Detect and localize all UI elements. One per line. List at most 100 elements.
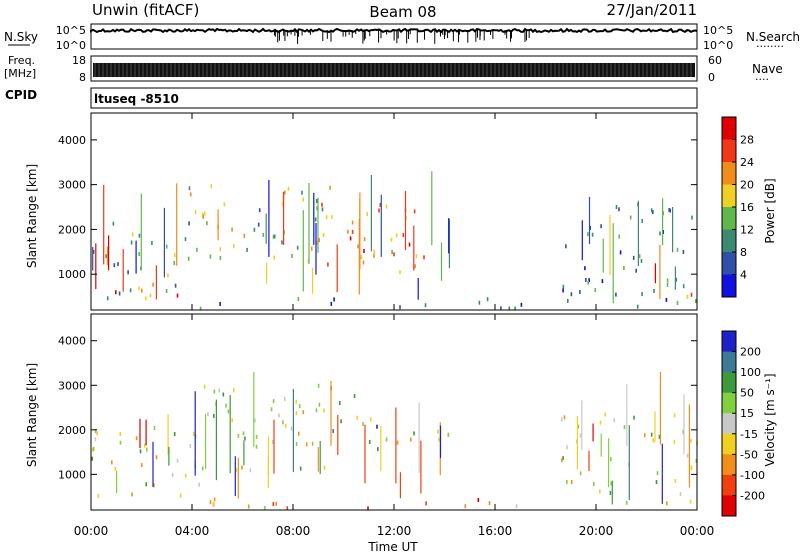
range-cell: [242, 431, 245, 436]
range-cell: [567, 299, 569, 303]
range-cell: [188, 186, 191, 191]
range-cell: [662, 230, 664, 234]
range-cell: [690, 466, 693, 471]
range-cell: [636, 304, 639, 309]
range-cell: [296, 245, 299, 250]
range-cell: [278, 413, 280, 418]
nave-tick-top: 60: [708, 54, 722, 67]
range-cell: [668, 208, 670, 212]
range-cell: [91, 447, 94, 452]
range-cell: [600, 224, 602, 229]
range-cell: [97, 494, 100, 498]
range-cell: [92, 249, 95, 254]
range-cell: [231, 227, 233, 232]
colorbar-swatch: [722, 139, 736, 163]
range-cell: [562, 456, 564, 461]
range-cell: [351, 220, 354, 225]
range-cell: [115, 290, 117, 295]
velocity-colorbar: 200 100 50 15 -15 -50 -100 -200: [721, 330, 765, 517]
range-cell: [146, 447, 148, 452]
range-cell: [690, 292, 693, 297]
range-cell: [189, 192, 192, 197]
range-cell: [311, 441, 314, 446]
range-cell: [209, 254, 212, 259]
range-cell: [666, 501, 668, 506]
range-cell: [690, 438, 692, 443]
range-cell: [184, 237, 187, 242]
range-cell: [298, 404, 301, 409]
y-tick-label: 1000: [58, 468, 86, 481]
velocity-panel-frame: [90, 313, 698, 511]
range-cell: [570, 292, 573, 297]
range-cell: [106, 296, 109, 301]
range-cell: [373, 253, 375, 258]
y-tick-label: 3000: [58, 179, 86, 192]
range-cell: [264, 505, 266, 510]
nave-dots: ....: [755, 70, 769, 83]
nsky-strip-frame: [90, 23, 698, 50]
range-cell: [385, 437, 388, 442]
range-cell: [227, 409, 230, 414]
nsky-label: N.Sky: [4, 30, 38, 44]
range-cell: [318, 402, 321, 407]
range-cell: [367, 506, 369, 511]
range-cell: [414, 264, 416, 269]
range-cell: [202, 212, 204, 217]
range-cell: [373, 249, 376, 254]
range-cell: [114, 466, 117, 471]
y-tick-label: 1000: [58, 268, 86, 281]
range-cell: [689, 499, 692, 504]
range-cell: [604, 412, 607, 417]
range-cell: [272, 440, 274, 444]
range-cell: [187, 256, 190, 261]
range-cell: [669, 208, 671, 213]
nsky-tick-right-bottom: 10^0: [703, 39, 733, 52]
range-cell: [321, 207, 324, 212]
nsky-tick-right-top: 10^5: [703, 24, 733, 37]
range-cell: [286, 506, 289, 511]
range-cell: [488, 501, 491, 506]
range-cell: [619, 250, 622, 255]
colorbar-tick-label: 12: [740, 224, 754, 237]
range-cell: [92, 447, 95, 451]
range-cell: [437, 429, 439, 434]
range-cell: [255, 434, 258, 439]
range-cell: [562, 284, 565, 289]
range-cell: [231, 418, 233, 423]
range-cell: [330, 301, 333, 306]
range-cell: [249, 468, 252, 473]
range-cell: [310, 246, 313, 251]
range-cell: [118, 291, 121, 296]
range-cell: [140, 288, 143, 293]
range-cell: [151, 241, 153, 245]
range-cell: [327, 262, 329, 267]
velocity-axes: 1000 2000 3000 4000: [58, 314, 698, 510]
colorbar-tick-label: 16: [740, 201, 754, 214]
range-cell: [694, 299, 697, 304]
range-cell: [241, 465, 243, 470]
range-cell: [609, 490, 612, 495]
range-cell: [173, 432, 176, 436]
range-cell: [272, 399, 275, 404]
colorbar-swatch: [722, 274, 736, 298]
range-cell: [349, 236, 352, 241]
range-cell: [579, 471, 582, 476]
range-cell: [138, 252, 140, 256]
range-cell: [587, 232, 589, 237]
range-cell: [587, 280, 589, 285]
range-cell: [665, 297, 668, 302]
range-cell: [610, 457, 612, 462]
range-cell: [174, 283, 177, 288]
range-cell: [262, 232, 265, 237]
range-cell: [255, 444, 258, 449]
range-cell: [676, 247, 679, 252]
range-cell: [173, 261, 176, 265]
range-cell: [565, 244, 567, 249]
range-cell: [112, 221, 115, 226]
range-cell: [105, 254, 107, 259]
range-cell: [369, 417, 372, 422]
range-cell: [351, 229, 354, 234]
range-cell: [235, 468, 238, 473]
range-cell: [131, 232, 134, 237]
range-cell: [139, 449, 142, 454]
